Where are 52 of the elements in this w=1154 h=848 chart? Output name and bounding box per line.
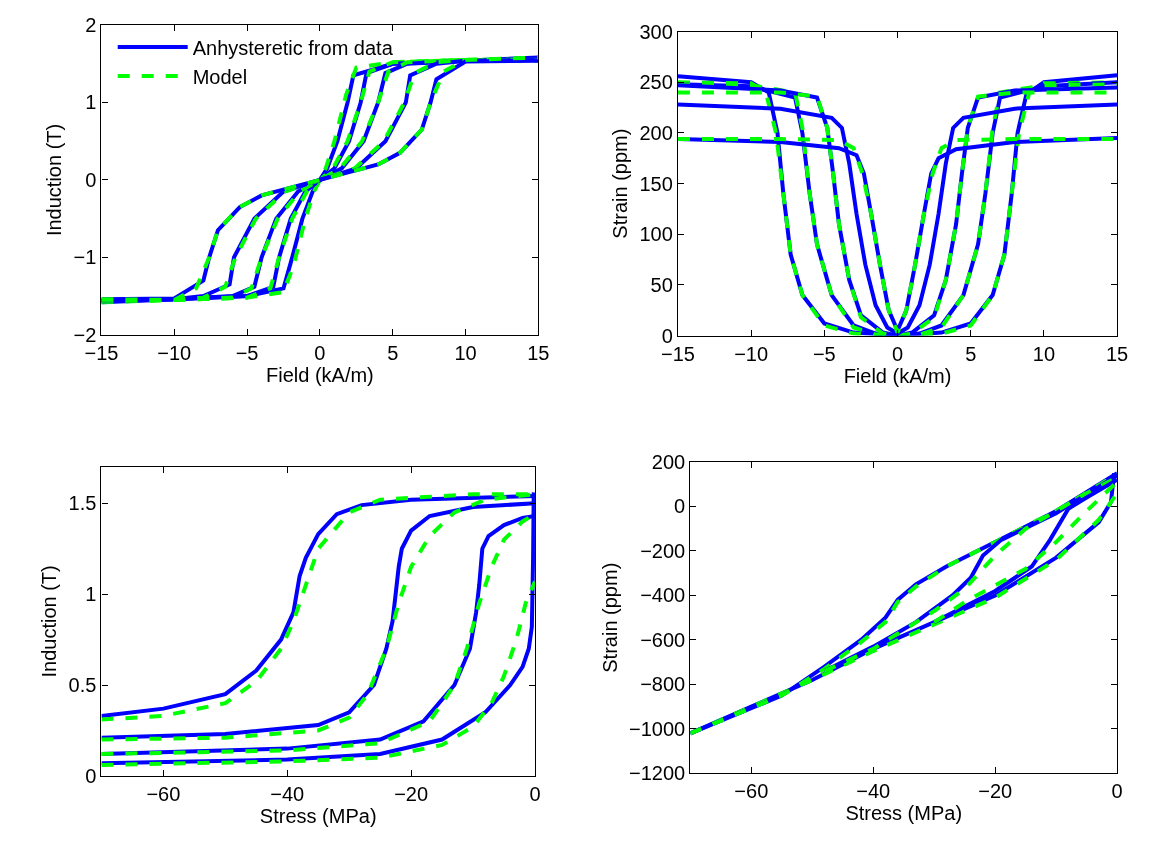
x-tick-label: 15 <box>1105 342 1129 365</box>
x-tick-label: −20 <box>394 782 429 805</box>
y-tick-label: 1 <box>85 91 97 114</box>
x-tick-label: −5 <box>235 341 259 364</box>
y-axis-title: Induction (T) <box>43 123 66 237</box>
y-tick-label: 300 <box>639 20 673 43</box>
x-tick-label: −40 <box>270 782 305 805</box>
x-tick-label: −40 <box>856 780 891 803</box>
x-axis-title: Stress (MPa) <box>259 804 377 827</box>
y-tick-label: −1200 <box>629 762 686 785</box>
y-tick-label: −600 <box>640 628 686 651</box>
y-tick-label: 0 <box>85 168 97 191</box>
x-axis-title: Field (kA/m) <box>843 364 952 387</box>
x-tick-label: 10 <box>1032 342 1056 365</box>
x-tick-label: −10 <box>734 342 769 365</box>
x-tick-label: −60 <box>146 782 181 805</box>
y-tick-label: 1.5 <box>68 492 97 515</box>
y-tick-label: −200 <box>640 539 686 562</box>
y-tick-label: 50 <box>650 273 673 296</box>
y-tick-label: 100 <box>639 223 673 246</box>
legend-label: Anhysteretic from data <box>192 36 394 59</box>
x-tick-label: 5 <box>387 341 399 364</box>
y-tick-label: 150 <box>639 172 673 195</box>
y-tick-label: −400 <box>640 584 686 607</box>
x-tick-label: 0 <box>529 782 541 805</box>
x-tick-label: 0 <box>1111 780 1123 803</box>
y-tick-label: 0 <box>85 764 97 787</box>
y-tick-label: 200 <box>639 121 673 144</box>
x-tick-label: −60 <box>734 780 769 803</box>
x-tick-label: −5 <box>812 342 836 365</box>
x-tick-label: −20 <box>978 780 1013 803</box>
x-tick-label: 0 <box>314 341 326 364</box>
y-tick-label: 0.5 <box>68 674 97 697</box>
y-axis-title: Induction (T) <box>38 565 61 678</box>
y-tick-label: 200 <box>651 451 686 473</box>
y-tick-label: 250 <box>639 71 673 94</box>
x-tick-label: 0 <box>891 342 904 365</box>
y-tick-label: 1 <box>85 583 97 606</box>
x-axis-title: Stress (MPa) <box>845 802 963 825</box>
x-tick-label: 5 <box>965 342 977 365</box>
x-tick-label: 15 <box>527 341 550 364</box>
y-tick-label: 0 <box>674 495 686 518</box>
y-axis-title: Strain (ppm) <box>598 562 621 673</box>
x-tick-label: 10 <box>454 341 477 364</box>
y-tick-label: −1 <box>73 246 97 269</box>
y-axis-title: Strain (ppm) <box>608 128 631 239</box>
legend-label: Model <box>192 65 248 88</box>
y-tick-label: −1000 <box>629 717 686 740</box>
y-tick-label: −800 <box>640 673 686 696</box>
x-axis-title: Field (kA/m) <box>266 363 374 386</box>
x-tick-label: −10 <box>157 341 192 364</box>
y-tick-label: 2 <box>85 14 97 37</box>
